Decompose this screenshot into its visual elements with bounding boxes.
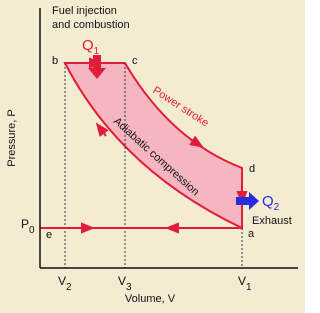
exhaust-label: Exhaust: [252, 215, 292, 227]
y-axis-label: Pressure, P: [6, 109, 18, 166]
pressure-tick: P0: [21, 217, 35, 236]
heat-out-label: Q2: [262, 193, 280, 213]
point-label: a: [248, 228, 255, 240]
header-line: Fuel injection: [52, 5, 117, 17]
axes: [39, 8, 298, 269]
volume-tick: V1: [238, 274, 252, 293]
guides: [64, 63, 243, 268]
diesel-cycle-diagram: Fuel injection and combustion Q1 Q2 Exha…: [0, 0, 305, 313]
header-line: and combustion: [52, 19, 130, 31]
volume-tick: V2: [58, 274, 72, 293]
point-label: b: [52, 55, 58, 67]
point-label: c: [132, 55, 138, 67]
point-label: d: [249, 163, 255, 175]
volume-tick: V3: [118, 274, 132, 293]
heat-in-arrow: [88, 55, 106, 79]
heat-in-label: Q1: [82, 37, 100, 57]
x-axis-label: Volume, V: [125, 293, 176, 305]
heat-out-arrow: [236, 192, 259, 210]
point-label: e: [46, 229, 52, 241]
